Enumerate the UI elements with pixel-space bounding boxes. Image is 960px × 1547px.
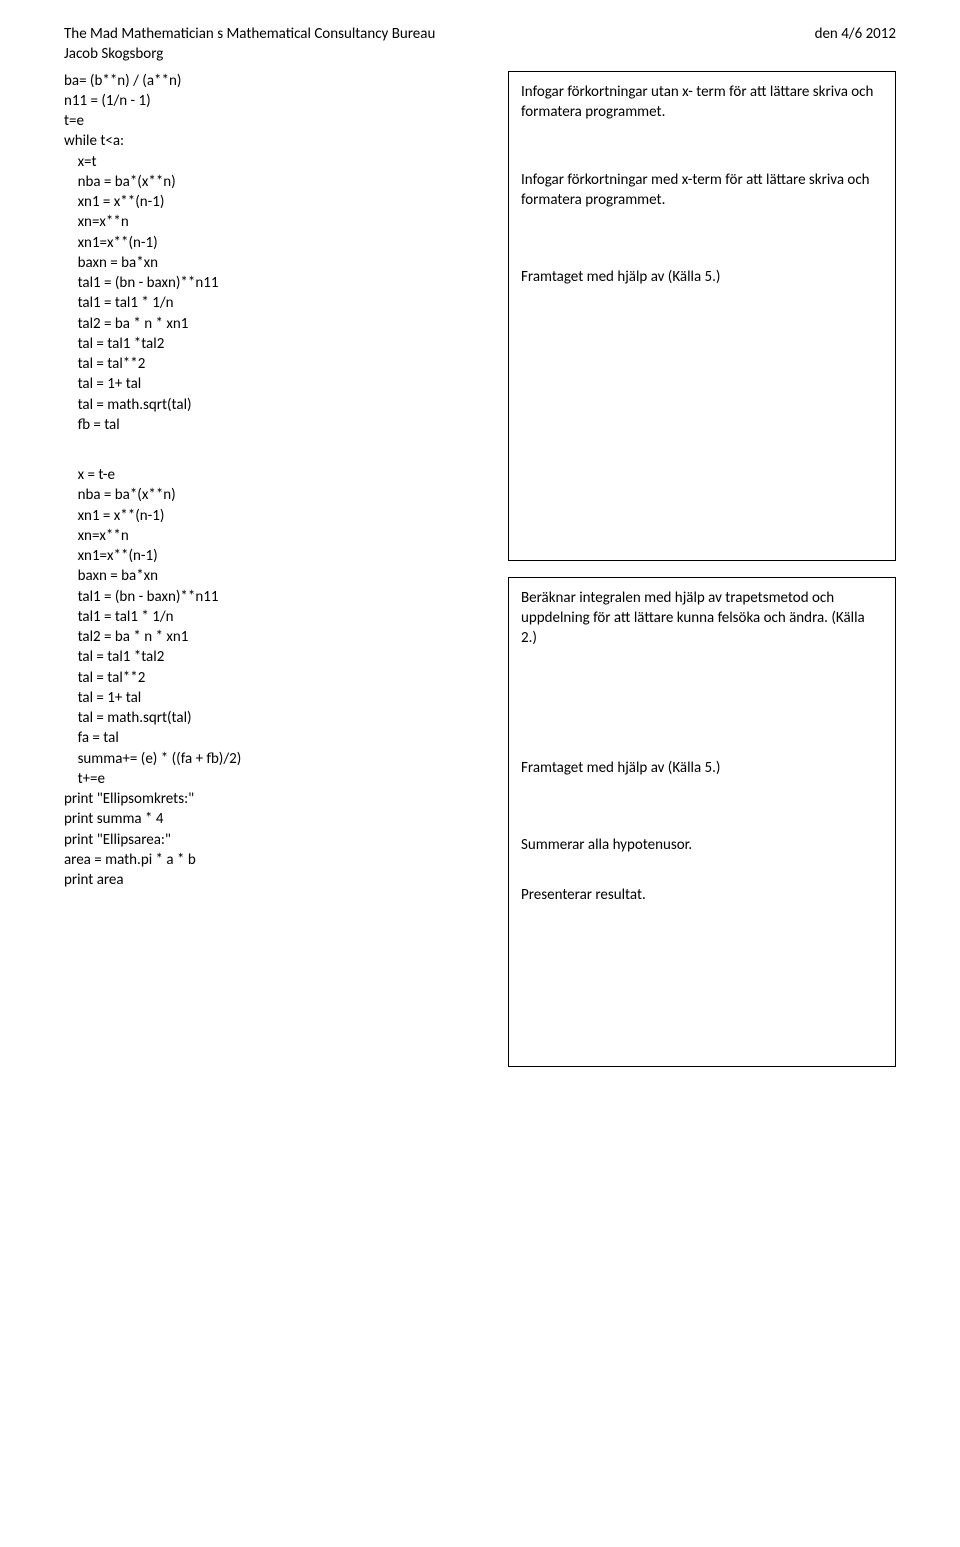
code-line: x=t (64, 152, 484, 172)
code-block-1: ba= (b**n) / (a**n)n11 = (1/n - 1)t=ewhi… (64, 71, 484, 436)
code-line: tal = math.sqrt(tal) (64, 395, 484, 415)
code-line: print "Ellipsarea:" (64, 830, 484, 850)
code-line: nba = ba*(x**n) (64, 172, 484, 192)
code-line: baxn = ba*xn (64, 253, 484, 273)
note-paragraph: Framtaget med hjälp av (Källa 5.) (521, 267, 883, 287)
header-left: The Mad Mathematician s Mathematical Con… (64, 24, 435, 65)
code-line: print area (64, 870, 484, 890)
code-block-gap (64, 445, 484, 465)
page-header: The Mad Mathematician s Mathematical Con… (64, 24, 896, 65)
code-line: xn1 = x**(n-1) (64, 192, 484, 212)
code-line: summa+= (e) * ((fa + fb)/2) (64, 749, 484, 769)
code-line: tal = tal**2 (64, 354, 484, 374)
note-paragraph: Infogar förkortningar med x-term för att… (521, 170, 883, 211)
code-line: fa = tal (64, 728, 484, 748)
note-paragraph: Presenterar resultat. (521, 885, 883, 905)
note-paragraph: Beräknar integralen med hjälp av trapets… (521, 588, 883, 649)
notes-column: Infogar förkortningar utan x- term för a… (508, 71, 896, 1083)
code-line: tal1 = (bn - baxn)**n11 (64, 273, 484, 293)
code-line: n11 = (1/n - 1) (64, 91, 484, 111)
code-line: print summa * 4 (64, 809, 484, 829)
code-line: tal1 = (bn - baxn)**n11 (64, 587, 484, 607)
code-line: ba= (b**n) / (a**n) (64, 71, 484, 91)
code-line: xn=x**n (64, 212, 484, 232)
code-line: area = math.pi * a * b (64, 850, 484, 870)
code-line: xn=x**n (64, 526, 484, 546)
code-line: xn1=x**(n-1) (64, 546, 484, 566)
note-box-1: Infogar förkortningar utan x- term för a… (508, 71, 896, 561)
code-line: tal1 = tal1 * 1/n (64, 293, 484, 313)
code-line: fb = tal (64, 415, 484, 435)
header-author: Jacob Skogsborg (64, 44, 435, 64)
code-line: xn1=x**(n-1) (64, 233, 484, 253)
code-line: tal = tal1 *tal2 (64, 334, 484, 354)
code-column: ba= (b**n) / (a**n)n11 = (1/n - 1)t=ewhi… (64, 71, 484, 1083)
code-line: xn1 = x**(n-1) (64, 506, 484, 526)
code-line: print "Ellipsomkrets:" (64, 789, 484, 809)
content-columns: ba= (b**n) / (a**n)n11 = (1/n - 1)t=ewhi… (64, 71, 896, 1083)
code-line: baxn = ba*xn (64, 566, 484, 586)
code-line: tal1 = tal1 * 1/n (64, 607, 484, 627)
code-line: tal2 = ba * n * xn1 (64, 627, 484, 647)
header-date: den 4/6 2012 (815, 24, 896, 44)
code-line: t=e (64, 111, 484, 131)
document-page: The Mad Mathematician s Mathematical Con… (0, 0, 960, 1131)
code-line: tal = math.sqrt(tal) (64, 708, 484, 728)
note-paragraph: Infogar förkortningar utan x- term för a… (521, 82, 883, 123)
header-title: The Mad Mathematician s Mathematical Con… (64, 24, 435, 44)
note-paragraph: Summerar alla hypotenusor. (521, 835, 883, 855)
code-line: tal = 1+ tal (64, 374, 484, 394)
code-line: x = t-e (64, 465, 484, 485)
code-line: tal = 1+ tal (64, 688, 484, 708)
code-line: t+=e (64, 769, 484, 789)
note-box-2: Beräknar integralen med hjälp av trapets… (508, 577, 896, 1067)
code-line: tal = tal**2 (64, 668, 484, 688)
code-line: tal2 = ba * n * xn1 (64, 314, 484, 334)
code-line: tal = tal1 *tal2 (64, 647, 484, 667)
code-line: nba = ba*(x**n) (64, 485, 484, 505)
code-line: while t<a: (64, 131, 484, 151)
note-paragraph: Framtaget med hjälp av (Källa 5.) (521, 758, 883, 778)
code-block-2: x = t-e nba = ba*(x**n) xn1 = x**(n-1) x… (64, 465, 484, 890)
